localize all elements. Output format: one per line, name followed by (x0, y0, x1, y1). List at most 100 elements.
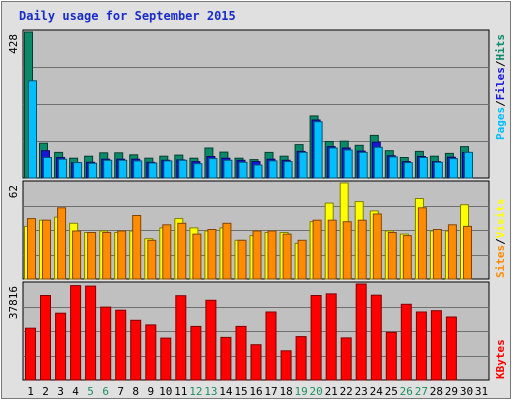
pages-bar-day-8 (133, 160, 143, 179)
pages-bar-day-10 (163, 160, 173, 179)
sites-bar-day-7 (117, 230, 127, 280)
sites-bar-day-12 (192, 233, 202, 280)
legend-hits-files-pages-part-1: Pages (494, 107, 507, 140)
sites-bar-day-21 (327, 219, 337, 280)
kbytes-bar-day-24 (370, 294, 382, 381)
day-label-14: 14 (219, 385, 233, 398)
day-label-10: 10 (159, 385, 172, 398)
pages-bar-day-23 (358, 151, 368, 179)
sites-bar-day-11 (177, 222, 187, 280)
hits-files-pages-max-label: 428 (7, 34, 20, 54)
day-label-19: 19 (294, 385, 307, 398)
day-label-3: 3 (57, 385, 64, 398)
pages-bar-day-27 (418, 157, 428, 179)
sites-bar-day-9 (147, 239, 157, 280)
legend-kbytes-part-1: KBytes (494, 339, 507, 379)
pages-bar-day-11 (178, 159, 188, 179)
legend-visits-sites-part-3: Visits (494, 199, 507, 239)
pages-bar-day-14 (223, 159, 233, 179)
sites-bar-day-16 (252, 230, 262, 280)
legend-hits-files-pages-part-3: Files (494, 67, 507, 100)
day-label-9: 9 (147, 385, 154, 398)
sites-bar-day-4 (72, 230, 82, 280)
day-label-26: 26 (400, 385, 413, 398)
sites-bar-day-5 (87, 232, 97, 280)
day-label-20: 20 (309, 385, 322, 398)
kbytes-bar-day-10 (160, 337, 172, 381)
kbytes-bar-day-17 (265, 311, 277, 381)
pages-bar-day-3 (58, 158, 68, 179)
sites-bar-day-15 (237, 239, 247, 280)
kbytes-bar-day-2 (40, 295, 51, 381)
kbytes-bar-day-7 (115, 309, 127, 381)
pages-bar-day-21 (328, 147, 338, 179)
pages-bar-day-25 (388, 156, 398, 179)
day-label-24: 24 (370, 385, 384, 398)
day-label-2: 2 (42, 385, 49, 398)
legend-kbytes: KBytes (494, 339, 507, 379)
day-label-18: 18 (279, 385, 292, 398)
pages-bar-day-2 (43, 157, 52, 179)
sites-bar-day-22 (342, 221, 352, 280)
day-label-30: 30 (460, 385, 473, 398)
visits-sites-max-label: 62 (7, 185, 20, 198)
kbytes-bar-day-15 (235, 325, 247, 381)
kbytes-bar-day-28 (430, 310, 442, 381)
kbytes-bar-day-29 (445, 316, 457, 381)
legend-hits-files-pages-part-4: / (494, 60, 507, 67)
kbytes-bar-day-23 (355, 283, 367, 381)
pages-bar-day-22 (343, 149, 353, 179)
pages-bar-day-13 (208, 158, 218, 179)
day-label-29: 29 (445, 385, 458, 398)
day-label-7: 7 (117, 385, 124, 398)
kbytes-bar-day-16 (250, 344, 262, 381)
pages-bar-day-28 (433, 161, 443, 179)
day-label-15: 15 (234, 385, 247, 398)
legend-hits-files-pages-part-2: / (494, 100, 507, 107)
kbytes-bar-day-1 (25, 327, 36, 381)
pages-bar-day-15 (238, 161, 248, 179)
kbytes-bar-day-4 (70, 285, 82, 381)
sites-bar-day-2 (42, 219, 51, 280)
legend-visits-sites-part-2: / (494, 238, 507, 245)
day-label-11: 11 (174, 385, 187, 398)
chart-title: Daily usage for September 2015 (19, 9, 236, 23)
legend-visits-sites: Sites/Visits (494, 199, 507, 279)
sites-bar-day-25 (387, 232, 397, 280)
day-label-5: 5 (87, 385, 94, 398)
pages-bar-day-5 (88, 162, 98, 179)
kbytes-bar-day-25 (385, 331, 397, 381)
legend-hits-files-pages: Pages/Files/Hits (494, 34, 507, 140)
kbytes-bar-day-26 (400, 303, 412, 381)
day-label-22: 22 (340, 385, 353, 398)
day-label-28: 28 (430, 385, 443, 398)
sites-bar-day-20 (312, 219, 322, 280)
pages-bar-day-16 (253, 164, 263, 179)
day-label-21: 21 (325, 385, 338, 398)
sites-bar-day-19 (297, 239, 307, 280)
day-label-25: 25 (385, 385, 398, 398)
pages-bar-day-1 (28, 80, 37, 179)
day-label-8: 8 (132, 385, 139, 398)
kbytes-bar-day-9 (145, 324, 157, 381)
pages-bar-day-29 (448, 158, 458, 179)
pages-bar-day-9 (148, 162, 158, 179)
pages-bar-day-6 (103, 159, 113, 179)
kbytes-bar-day-20 (310, 295, 322, 381)
kbytes-bar-day-14 (220, 336, 232, 381)
kbytes-bar-day-27 (415, 311, 427, 381)
day-label-1: 1 (27, 385, 34, 398)
kbytes-max-label: 37816 (7, 286, 20, 319)
kbytes-bar-day-19 (295, 336, 307, 381)
pages-bar-day-24 (373, 146, 383, 179)
pages-bar-day-4 (73, 162, 83, 179)
day-label-4: 4 (72, 385, 79, 398)
sites-bar-day-10 (162, 224, 172, 280)
kbytes-bar-day-18 (280, 350, 292, 381)
legend-hits-files-pages-part-5: Hits (494, 34, 507, 61)
sites-bar-day-3 (57, 207, 67, 280)
pages-bar-day-20 (313, 121, 323, 179)
day-label-31: 31 (475, 385, 488, 398)
